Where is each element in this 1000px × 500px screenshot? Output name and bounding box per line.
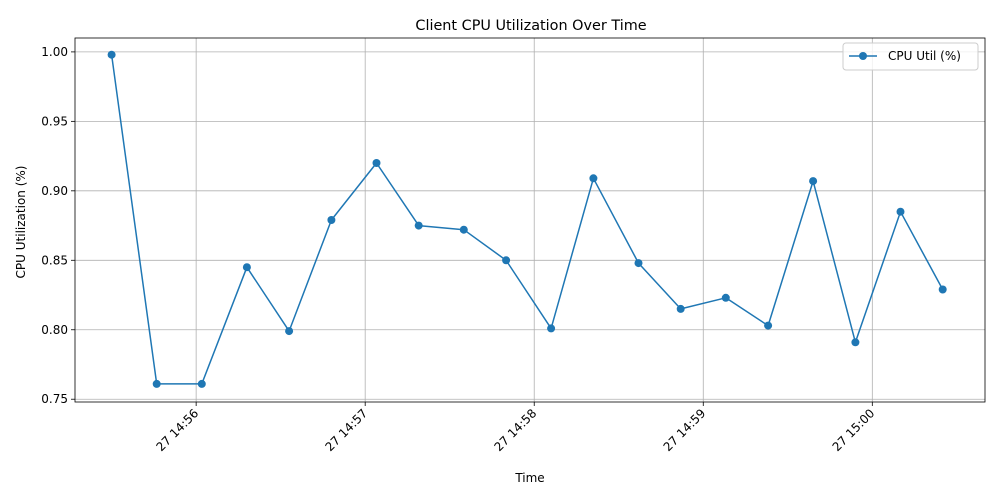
y-axis: 0.75 0.80 0.85 0.90 0.95 1.00 [41,45,75,406]
series-line [110,54,944,385]
data-point [372,159,381,167]
y-tick-label: 0.95 [41,114,68,128]
data-point [634,259,643,268]
legend-marker-swatch [859,52,867,60]
data-point [414,221,423,230]
data-point [851,338,860,347]
y-axis-title: CPU Utilization (%) [14,166,28,279]
legend-box [842,42,979,71]
data-point [197,379,206,388]
data-point [502,256,511,265]
legend: CPU Util (%) [842,42,979,71]
data-point [459,225,468,234]
data-point [764,321,773,330]
data-point [285,327,294,336]
legend-label: CPU Util (%) [888,49,961,63]
x-axis-title: Time [514,471,544,485]
data-point [107,50,116,59]
y-tick-label: 0.90 [41,184,68,198]
series-layer [107,50,947,388]
grid-lines [75,38,985,402]
data-point [896,207,905,216]
data-point [547,324,556,333]
data-point [938,285,947,294]
chart-title: Client CPU Utilization Over Time [415,18,646,34]
data-point [589,174,598,183]
y-tick-label: 0.85 [41,253,68,267]
data-point [721,293,730,302]
y-tick-label: 0.80 [41,323,68,337]
data-point [809,177,818,186]
plot-frame [74,37,986,403]
data-point [676,304,685,313]
y-tick-label: 1.00 [41,45,68,59]
data-point [242,263,251,272]
y-tick-label: 0.75 [41,392,68,406]
data-point [327,216,336,224]
data-point [152,379,161,388]
